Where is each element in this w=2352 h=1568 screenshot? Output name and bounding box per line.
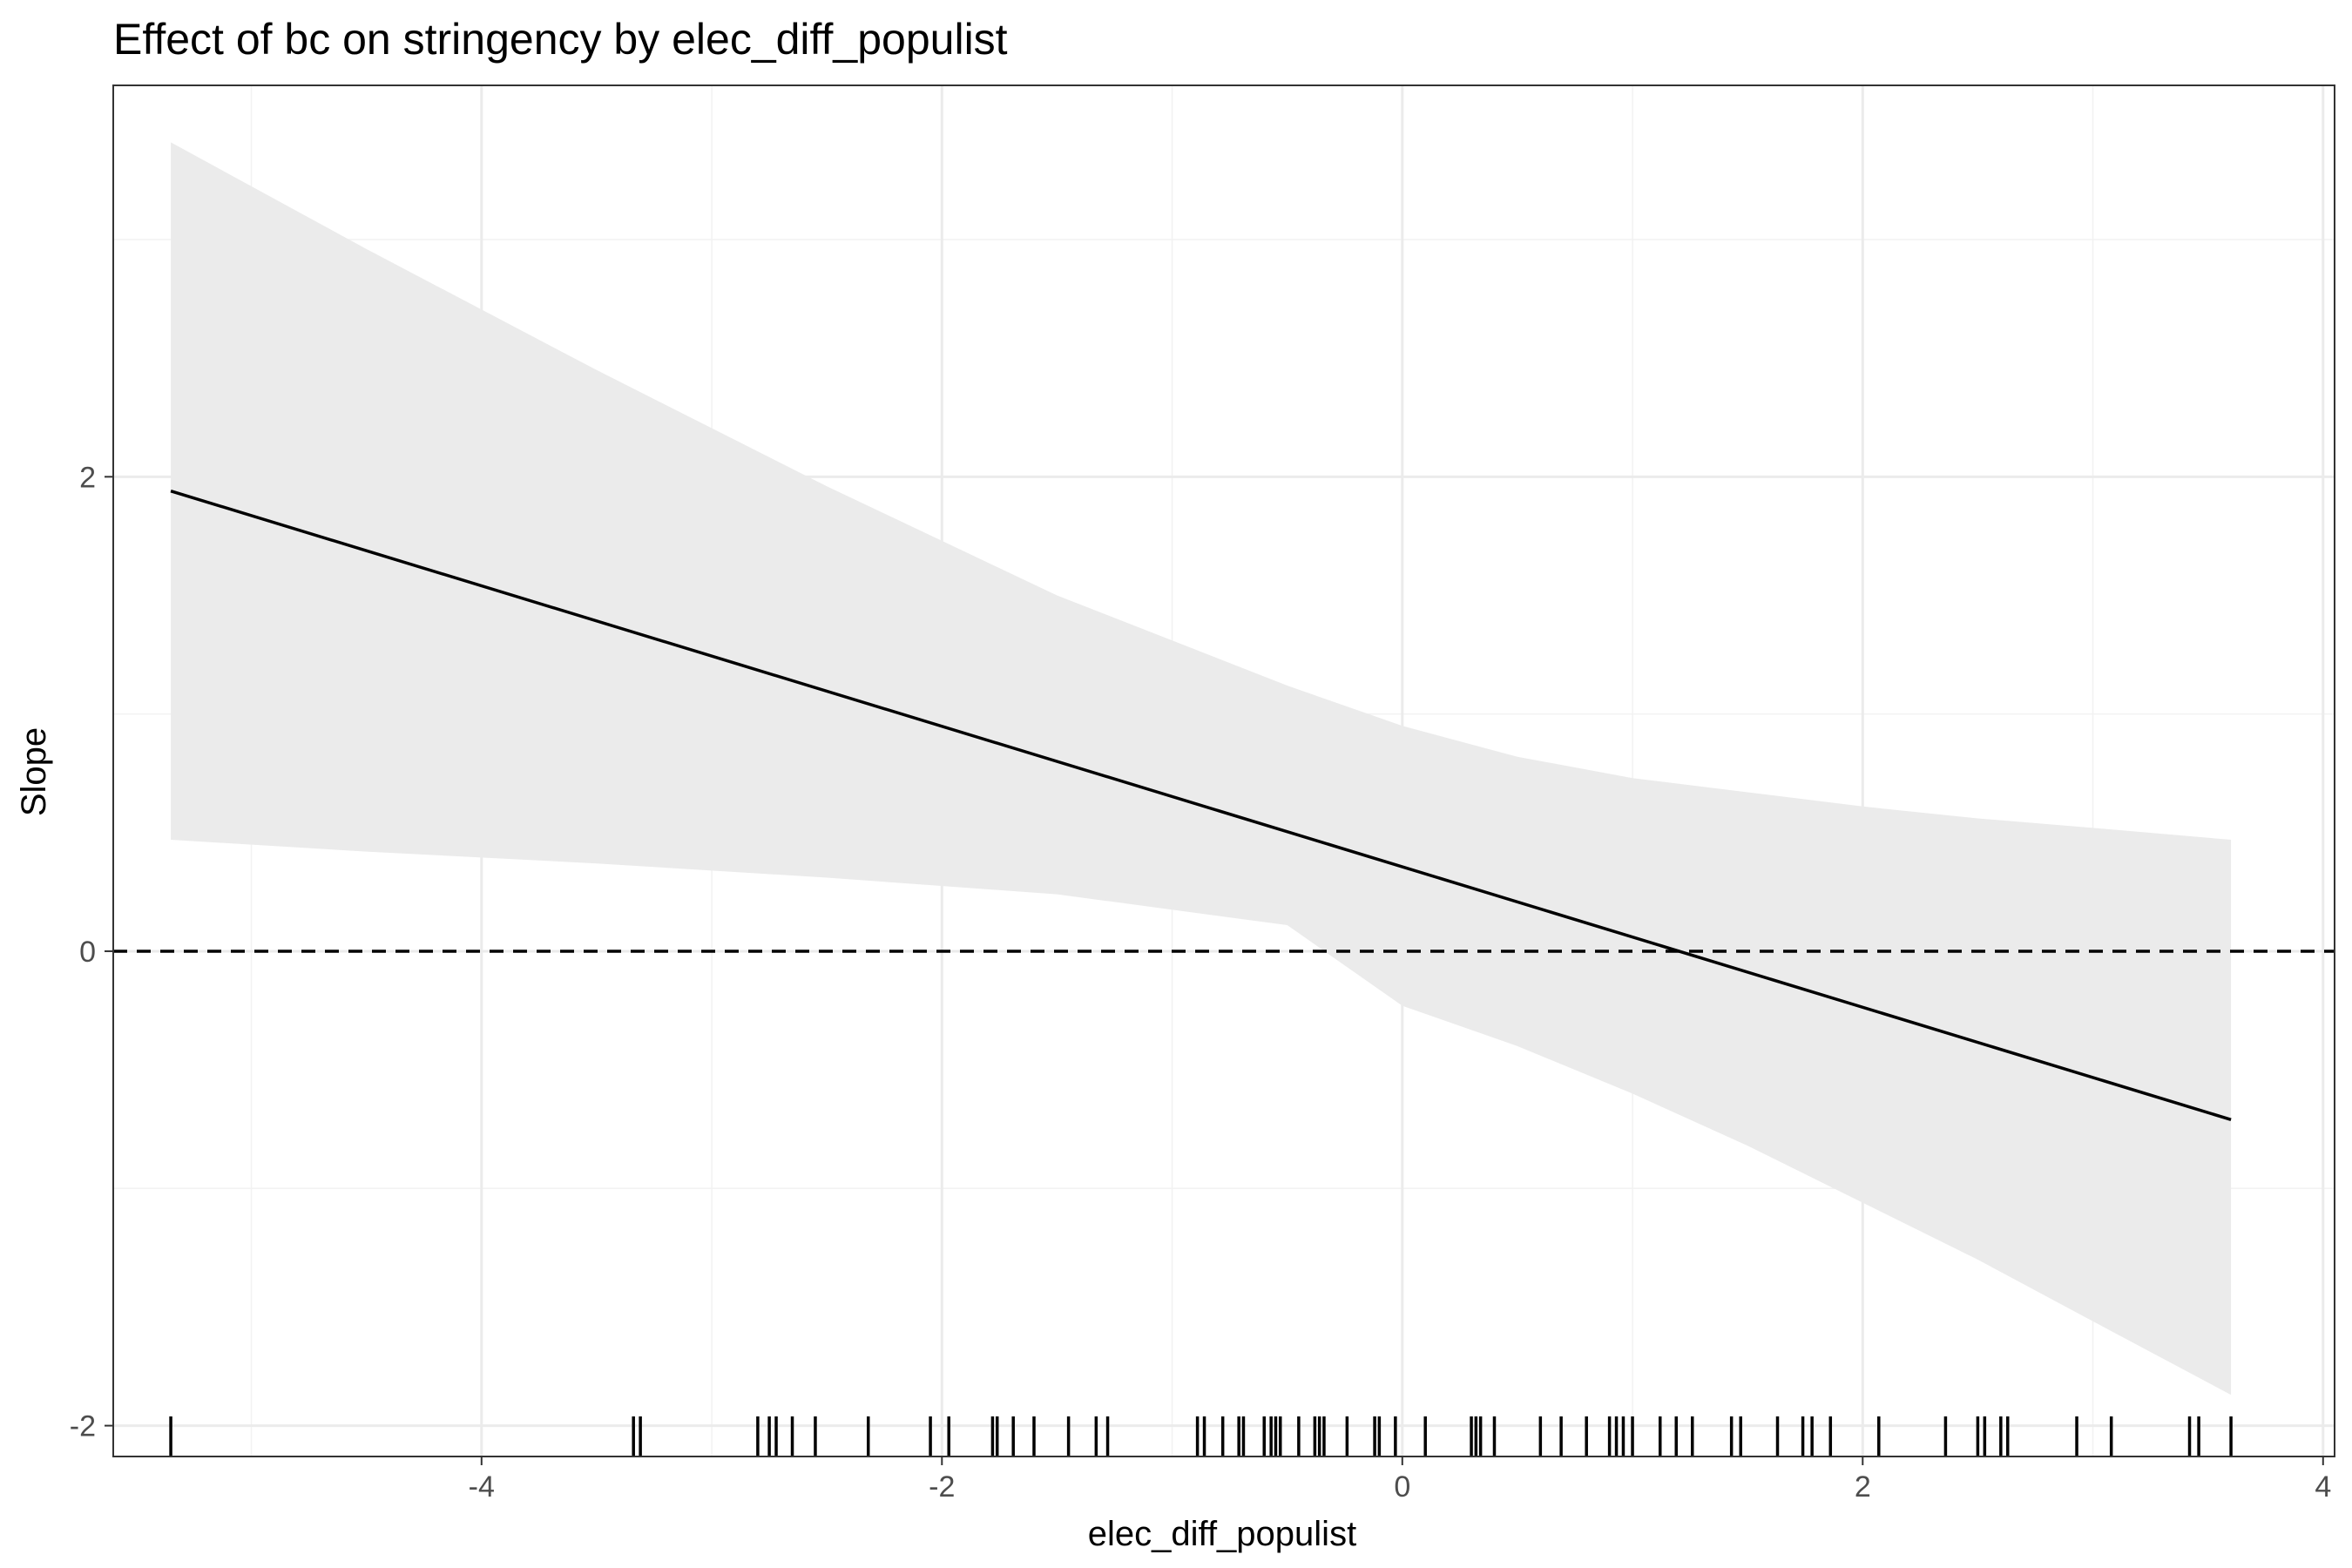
- confidence-band: [171, 142, 2232, 1396]
- y-tick-label: 2: [79, 461, 96, 494]
- x-axis-title: elec_diff_populist: [1088, 1515, 1356, 1553]
- x-tick-label: -2: [929, 1470, 955, 1504]
- y-axis-title: Slope: [15, 727, 53, 816]
- y-axis: -2 0 2: [70, 461, 113, 1443]
- plot-panel-border: [112, 84, 2335, 1457]
- x-tick-label: 0: [1394, 1470, 1410, 1504]
- x-tick-label: -4: [469, 1470, 495, 1504]
- slope-estimate-line: [170, 489, 2232, 1121]
- x-tick-label: 4: [2315, 1470, 2331, 1504]
- rug-marks: [169, 1416, 2233, 1456]
- y-tick-label: 0: [79, 936, 96, 969]
- x-tick-label: 2: [1855, 1470, 1871, 1504]
- x-axis: -4 -2 0 2 4: [469, 1456, 2331, 1504]
- y-tick-label: -2: [70, 1410, 96, 1443]
- chart-title: Effect of bc on stringency by elec_diff_…: [113, 15, 1008, 64]
